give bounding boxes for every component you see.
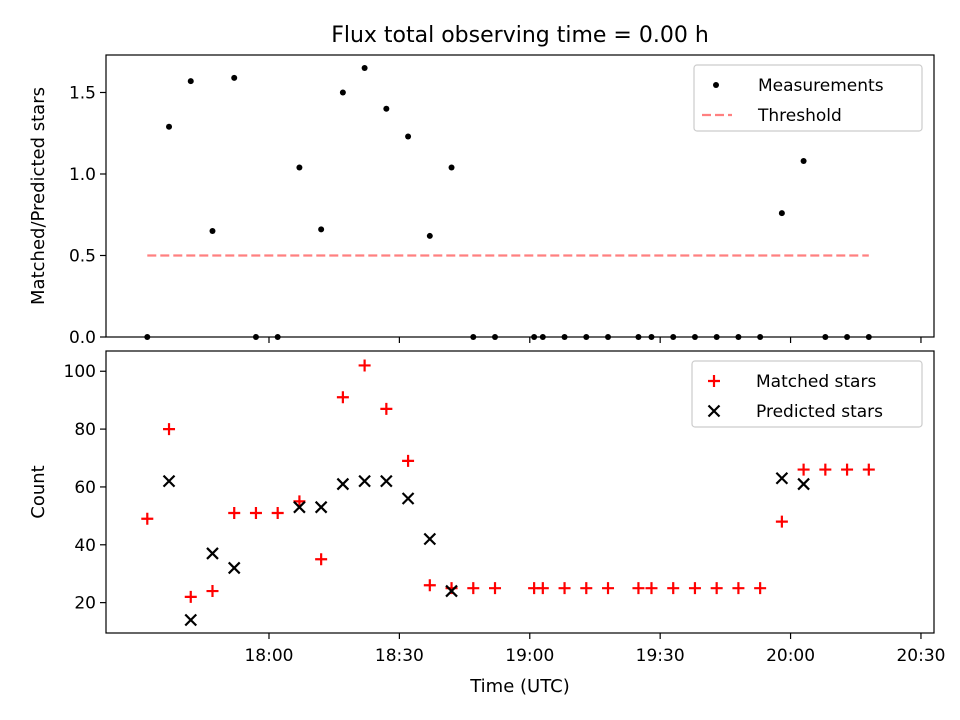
y-tick-label: 0.0	[69, 328, 96, 348]
legend-box	[693, 64, 923, 132]
matched-stars-point	[558, 582, 571, 595]
matched-stars-point	[797, 463, 810, 476]
matched-stars-point	[632, 582, 645, 595]
bottom-plot-frame	[105, 350, 935, 634]
legend-matched-stars-swatch	[708, 375, 720, 387]
matched-stars-point	[293, 495, 306, 508]
legend-predicted-stars-swatch	[707, 404, 721, 418]
x-tick-label: 20:30	[896, 646, 945, 666]
legend-label: Predicted stars	[756, 402, 883, 422]
y-tick-label: 40	[74, 536, 96, 556]
matched-stars-point	[249, 506, 262, 519]
predicted-stars-point	[314, 500, 328, 514]
matched-stars-point	[423, 579, 436, 592]
bottom-y-axis-label: Count	[28, 465, 49, 518]
matched-stars-point	[602, 582, 615, 595]
matched-stars-point	[184, 590, 197, 603]
y-tick-label: 20	[74, 594, 96, 614]
matched-stars-point	[163, 423, 176, 436]
matched-stars-point	[536, 582, 549, 595]
measurements-point	[778, 210, 785, 217]
measurements-point	[361, 65, 368, 72]
x-tick-label: 20:00	[766, 646, 815, 666]
legend-box	[691, 360, 923, 428]
predicted-stars-point	[293, 500, 306, 514]
top-plot-axes: 0.0 0.5 1.0 1.5	[69, 83, 922, 348]
measurements-point	[166, 123, 173, 130]
top-plot-data	[144, 65, 872, 340]
predicted-stars-point	[162, 474, 176, 488]
predicted-stars-point	[358, 474, 371, 488]
predicted-stars-point	[797, 477, 810, 491]
bottom-plot-panel: 20 40 60 80 100 18:00 18:30 19:00 19:30 20:00 20:3…	[28, 350, 946, 697]
top-legend: Measurements Threshold	[693, 64, 923, 132]
matched-stars-point	[489, 582, 502, 595]
x-axis-label: Time (UTC)	[469, 676, 570, 697]
predicted-stars-point	[445, 584, 458, 598]
measurements-point	[318, 226, 325, 233]
matched-stars-point	[710, 582, 723, 595]
matched-stars-point	[580, 582, 593, 595]
y-tick-label: 60	[74, 478, 96, 498]
measurements-point	[209, 228, 216, 235]
y-tick-label: 1.5	[69, 83, 96, 103]
matched-stars-point	[645, 582, 658, 595]
matched-stars-point	[467, 582, 480, 595]
predicted-stars-point	[775, 471, 789, 485]
legend-label: Matched stars	[756, 372, 876, 392]
measurements-point	[800, 157, 807, 164]
y-tick-label: 0.5	[69, 246, 96, 266]
measurements-point	[187, 78, 194, 85]
matched-stars-point	[336, 391, 349, 404]
matched-stars-point	[271, 506, 284, 519]
matched-stars-point	[841, 463, 854, 476]
measurements-point	[231, 74, 238, 81]
y-tick-label: 100	[64, 362, 96, 382]
legend-label: Measurements	[758, 76, 884, 96]
matched-stars-point	[380, 402, 393, 415]
predicted-stars-point	[336, 477, 350, 491]
measurements-point	[426, 232, 433, 239]
y-tick-label: 1.0	[69, 165, 96, 185]
x-tick-label: 18:30	[375, 646, 424, 666]
measurements-point	[448, 164, 455, 171]
legend-measurements-swatch	[713, 82, 719, 88]
matched-stars-point	[732, 582, 745, 595]
matched-stars-point	[315, 553, 328, 566]
matched-stars-point	[667, 582, 680, 595]
predicted-stars-point	[380, 474, 393, 488]
matched-stars-point	[754, 582, 767, 595]
chart-title: Flux total observing time = 0.00 h	[331, 23, 709, 48]
measurements-point	[405, 133, 412, 140]
measurements-point	[383, 105, 390, 112]
top-plot-frame	[105, 54, 935, 338]
top-plot-panel: 0.0 0.5 1.0 1.5 Matched/Predicted stars Mea…	[28, 54, 935, 348]
top-y-axis-label: Matched/Predicted stars	[28, 87, 49, 305]
matched-stars-point	[141, 512, 154, 525]
matched-stars-point	[206, 585, 219, 598]
matched-stars-point	[775, 515, 788, 528]
matched-stars-point	[228, 506, 241, 519]
predicted-stars-point	[206, 547, 219, 560]
legend-label: Threshold	[757, 106, 842, 126]
predicted-stars-point	[401, 492, 415, 505]
matched-stars-point	[688, 582, 701, 595]
predicted-stars-point	[227, 561, 241, 575]
matched-stars-point	[819, 463, 832, 476]
matched-stars-point	[402, 454, 415, 467]
y-tick-label: 80	[74, 420, 96, 440]
measurements-point	[339, 89, 346, 96]
predicted-stars-point	[184, 613, 198, 627]
x-tick-label: 19:00	[505, 646, 554, 666]
x-tick-label: 19:30	[636, 646, 685, 666]
bottom-legend: Matched stars Predicted stars	[691, 360, 923, 428]
measurements-point	[296, 164, 303, 171]
bottom-plot-data	[141, 359, 875, 627]
x-tick-label: 18:00	[244, 646, 293, 666]
matched-stars-point	[358, 359, 371, 372]
matched-stars-point	[862, 463, 875, 476]
predicted-stars-point	[423, 532, 437, 546]
bottom-plot-axes: 20 40 60 80 100 18:00 18:30 19:00 19:30 20:00 20:3…	[64, 362, 946, 666]
